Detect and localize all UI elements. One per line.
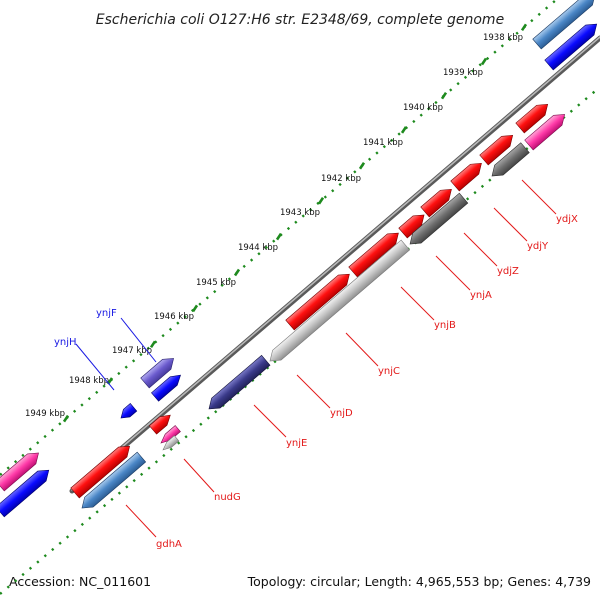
gene-feature-top-blue [544, 23, 598, 71]
gene-label-ynjC: ynjC [345, 332, 400, 377]
tick-label: 1939 kbp [443, 68, 483, 78]
gene-label-text: ynjE [286, 438, 307, 449]
gene-feature-ynjA-gray [409, 192, 469, 245]
gene-label-ydjZ: ydjZ [463, 232, 519, 277]
gene-feature-ydjX-pink [524, 114, 566, 151]
gene-label-text: ynjB [434, 320, 456, 331]
gene-feature-left-blue [0, 469, 50, 518]
tick-mark [520, 23, 528, 32]
tick-mark [440, 91, 448, 100]
gene-feature-ynjF-blue [151, 374, 181, 402]
tick-mark [62, 414, 70, 423]
gene-feature-ydjX [515, 103, 549, 134]
tick-label: 1941 kbp [363, 138, 403, 148]
gene-label-text: ynjC [378, 366, 400, 377]
tick-mark [317, 197, 325, 205]
tick-marks: 1938 kbp 1939 kbp 1940 kbp 1941 kbp 1942 kbp… [25, 23, 528, 423]
tick-mark [480, 57, 488, 66]
tick-label: 1949 kbp [25, 409, 65, 419]
tick-label: 1938 kbp [483, 33, 523, 43]
gene-label-text: ynjD [330, 408, 353, 419]
gene-label-ynjD: ynjD [296, 374, 353, 419]
gene-label-text: ynjH [54, 337, 77, 348]
gene-feature-gdhA-steelblue [81, 451, 147, 509]
tick-label: 1945 kbp [196, 278, 236, 288]
gene-feature-ynjC [348, 232, 399, 278]
tick-label: 1946 kbp [154, 312, 194, 322]
gene-label-ydjY: ydjY [493, 207, 549, 252]
gene-label-ydjX: ydjX [521, 179, 578, 225]
accession-text: Accession: NC_011601 [9, 574, 151, 589]
gene-label-text: ydjY [527, 241, 549, 252]
gene-label-ynjH: ynjH [54, 337, 115, 391]
tick-mark [233, 268, 241, 277]
tick-label: 1940 kbp [403, 103, 443, 113]
gene-feature-ydjZ [450, 162, 482, 192]
tick-label: 1948 kbp [69, 376, 109, 386]
map-title: Escherichia coli O127:H6 str. E2348/69, … [96, 12, 504, 28]
gene-label-ynjB: ynjB [400, 286, 456, 331]
gene-feature-ynjA [420, 188, 452, 218]
gene-feature-ynjF-violet [140, 358, 174, 389]
gene-label-ynjE: ynjE [253, 404, 307, 449]
gene-label-text: ynjA [470, 290, 492, 301]
gene-feature-ydjY [479, 135, 514, 166]
gene-label-text: ydjZ [497, 266, 519, 277]
gene-feature-gdhA [70, 445, 130, 499]
tick-mark [358, 162, 366, 170]
tick-mark [149, 340, 157, 349]
gene-feature-left-magenta [0, 452, 39, 492]
tick-mark [191, 304, 199, 313]
genome-summary-text: Topology: circular; Length: 4,965,553 bp… [247, 574, 591, 589]
tick-label: 1944 kbp [238, 243, 278, 253]
gene-label-nudG: nudG [183, 458, 241, 503]
tick-label: 1947 kbp [112, 346, 152, 356]
gene-label-ynjF: ynjF [96, 308, 157, 363]
tick-mark [275, 232, 283, 241]
gene-feature-ynjD [285, 273, 350, 331]
gene-labels: ydjX ydjY ydjZ ynjA ynjB ynjC ynjD ynjE [54, 179, 578, 550]
gene-feature-top-steelblue [532, 0, 596, 50]
gene-feature-nudG [148, 414, 171, 435]
gene-label-text: ynjF [96, 308, 117, 319]
genome-backbone [69, 35, 600, 494]
gene-label-text: ydjX [556, 214, 578, 225]
gene-feature-nudG-gray [162, 435, 180, 451]
gene-feature-ynjB [398, 214, 425, 239]
tick-mark [400, 126, 408, 134]
tick-label: 1942 kbp [321, 174, 361, 184]
gene-label-ynjA: ynjA [435, 255, 492, 301]
gene-label-text: gdhA [156, 539, 182, 550]
gene-features [0, 0, 598, 518]
gene-feature-nudG-pink [160, 425, 181, 444]
gene-feature-ynjE-darkslate [208, 354, 271, 410]
gene-feature-ydjY-gray [491, 142, 530, 177]
tick-label: 1943 kbp [280, 208, 320, 218]
gene-label-text: nudG [214, 492, 241, 503]
gene-label-gdhA: gdhA [125, 504, 182, 550]
gene-feature-ynjH-blue [120, 403, 138, 419]
gene-feature-ynjC-lightgray [269, 239, 411, 362]
